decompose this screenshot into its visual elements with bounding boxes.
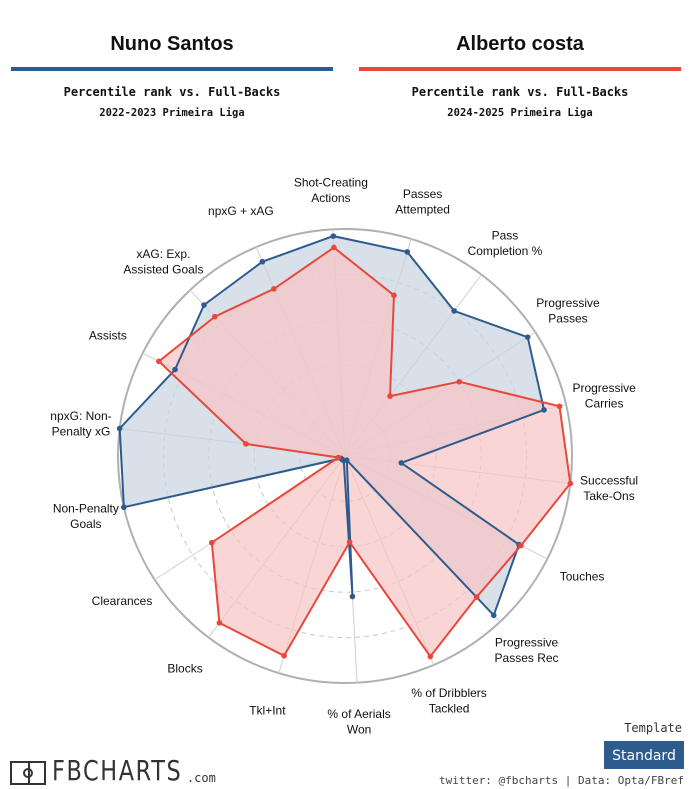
player-left-name: Nuno Santos: [110, 33, 234, 55]
axis-label-line: % of Dribblers: [411, 686, 486, 700]
axis-label-line: Won: [347, 722, 371, 736]
player-right-name: Alberto costa: [456, 33, 584, 55]
player-right-color-bar: [359, 67, 681, 71]
template-standard-button[interactable]: Standard: [604, 741, 684, 769]
axis-label: Blocks: [167, 662, 202, 676]
data-point: [243, 441, 249, 447]
axis-label-line: npxG: Non-: [50, 409, 111, 423]
axis-label-line: Completion %: [468, 244, 543, 258]
axis-label: Non-Penalty Goals: [53, 501, 119, 531]
player-left-color-bar: [11, 67, 333, 71]
axis-label-line: Actions: [311, 191, 350, 205]
axis-label-line: Assists: [89, 328, 127, 342]
axis-label: npxG + xAG: [208, 204, 274, 218]
axis-label: Pass Completion %: [468, 229, 543, 259]
logo-text: FBCHARTS: [52, 754, 183, 787]
axis-label: Clearances: [92, 594, 153, 608]
data-point: [349, 593, 356, 600]
axis-label-line: Progressive: [536, 296, 600, 310]
player-right-season: 2024-2025 Primeira Liga: [447, 107, 593, 119]
axis-label-line: npxG + xAG: [208, 204, 274, 218]
data-point: [556, 403, 563, 410]
axis-label-line: Progressive: [495, 636, 559, 650]
axis-label: Progressive Carries: [572, 381, 636, 411]
axis-label: Tkl+Int: [249, 703, 286, 717]
data-point: [121, 504, 127, 511]
axis-label-line: Tackled: [429, 702, 470, 716]
axis-label-line: Blocks: [167, 662, 202, 676]
axis-label: Successful Take-Ons: [580, 474, 638, 504]
axis-label-line: Goals: [70, 517, 101, 531]
data-point: [473, 594, 480, 600]
data-point: [259, 258, 266, 265]
data-point: [271, 286, 277, 292]
axis-label: npxG: Non- Penalty xG: [50, 409, 111, 439]
axis-label-line: Shot-Creating: [294, 176, 368, 190]
axis-label-line: Assisted Goals: [123, 262, 203, 276]
axis-label-line: Take-Ons: [583, 489, 634, 503]
axis-label: Progressive Passes: [536, 296, 600, 326]
axis-label-line: Pass: [492, 229, 519, 243]
logo-domain: .com: [186, 771, 216, 785]
data-point: [456, 378, 462, 385]
credit-text: twitter: @fbcharts | Data: Opta/FBref: [438, 774, 684, 787]
axis-label-line: Penalty xG: [52, 425, 111, 439]
player-left-subtitle: Percentile rank vs. Full-Backs: [63, 85, 281, 99]
data-point: [212, 313, 218, 320]
data-point: [567, 480, 574, 487]
series-area-alberto-costa: [158, 247, 571, 657]
data-point: [172, 366, 178, 373]
axis-label: Passes Attempted: [395, 187, 450, 217]
data-point: [331, 244, 337, 251]
data-point: [281, 652, 287, 659]
axis-label: xAG: Exp. Assisted Goals: [123, 247, 203, 277]
axis-label-line: xAG: Exp.: [136, 247, 190, 261]
data-point: [216, 620, 223, 626]
data-point: [391, 292, 397, 299]
axis-label: Shot-Creating Actions: [294, 176, 368, 206]
data-point: [541, 407, 547, 413]
data-point: [387, 393, 393, 399]
data-point: [156, 358, 162, 365]
axis-label: Touches: [560, 570, 605, 584]
data-point: [398, 460, 405, 466]
fbcharts-logo: FBCHARTS .com: [10, 755, 216, 785]
data-point: [451, 308, 457, 314]
data-point: [404, 249, 411, 255]
data-point: [201, 302, 207, 308]
data-point: [490, 612, 497, 619]
player-left-season: 2022-2023 Primeira Liga: [99, 107, 245, 119]
axis-label-line: Non-Penalty: [53, 501, 119, 515]
pitch-icon: [10, 761, 46, 785]
data-point: [524, 334, 531, 340]
axis-label-line: Clearances: [92, 594, 153, 608]
axis-label-line: Tkl+Int: [249, 703, 286, 717]
axis-label: Assists: [89, 328, 127, 342]
data-point: [518, 542, 524, 549]
data-point: [346, 539, 353, 545]
data-point: [335, 454, 342, 461]
axis-label-line: Passes Rec: [495, 651, 559, 665]
template-label: Template: [624, 721, 682, 735]
axis-label: Progressive Passes Rec: [495, 636, 559, 666]
axis-label: % of Aerials Won: [327, 707, 390, 737]
axis-label-line: Progressive: [572, 381, 636, 395]
axis-label-line: Passes: [403, 187, 442, 201]
axis-label-line: Attempted: [395, 202, 450, 216]
axis-label-line: Carries: [585, 397, 624, 411]
axis-label-line: Passes: [548, 312, 587, 326]
data-point: [330, 233, 337, 239]
axis-label: % of Dribblers Tackled: [411, 686, 486, 716]
axis-label-line: Touches: [560, 570, 605, 584]
data-point: [427, 653, 434, 660]
player-right-subtitle: Percentile rank vs. Full-Backs: [411, 85, 629, 99]
data-point: [116, 425, 123, 432]
axis-label-line: Successful: [580, 474, 638, 488]
data-point: [208, 539, 215, 546]
axis-label-line: % of Aerials: [327, 707, 390, 721]
radar-ring-100: [117, 228, 573, 684]
